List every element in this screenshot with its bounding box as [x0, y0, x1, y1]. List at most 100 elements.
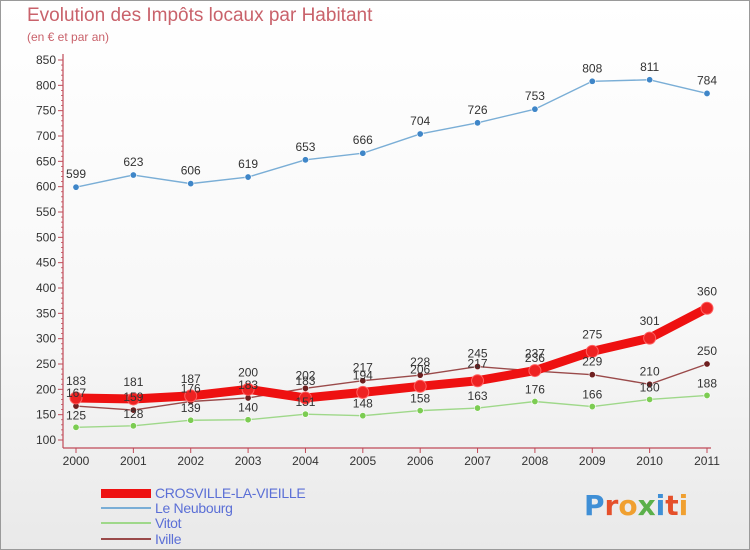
legend-label-le-neubourg: Le Neubourg [155, 500, 233, 516]
data-label-iville-2006: 228 [410, 355, 430, 369]
legend-swatch-iville [101, 538, 151, 540]
point-iville-2011 [703, 360, 711, 368]
point-iville-2001 [129, 406, 137, 414]
y-tick-label-850: 850 [36, 53, 56, 67]
point-vitot-2008 [531, 397, 539, 405]
logo-letter: t [665, 489, 679, 522]
legend-item-vitot: Vitot [101, 515, 182, 531]
data-label-le-neubourg-2011: 784 [697, 73, 717, 87]
point-vitot-2005 [359, 412, 367, 420]
x-tick-label-2000: 2000 [63, 454, 90, 468]
legend-item-le-neubourg: Le Neubourg [101, 500, 233, 516]
point-vitot-2002 [187, 416, 195, 424]
logo-letter: r [604, 489, 619, 522]
data-label-vitot-2005: 148 [353, 397, 373, 411]
x-tick-label-2005: 2005 [349, 454, 376, 468]
chart-title: Evolution des Impôts locaux par Habitant [27, 5, 373, 26]
legend-label-vitot: Vitot [155, 515, 182, 531]
data-label-le-neubourg-2009: 808 [582, 61, 602, 75]
point-crosville-la-vieille-2004 [298, 391, 312, 405]
series-markers [69, 76, 714, 431]
data-label-vitot-2000: 125 [66, 408, 86, 422]
series-lines [71, 79, 712, 429]
point-le-neubourg-2005 [359, 149, 367, 157]
series-line-iville [75, 363, 708, 411]
legend-label-iville: Iville [155, 531, 182, 547]
y-tick-label-500: 500 [36, 230, 56, 244]
data-label-vitot-2001: 128 [123, 407, 143, 421]
point-le-neubourg-2002 [187, 180, 195, 188]
data-label-iville-2002: 176 [181, 381, 201, 395]
data-label-vitot-2003: 140 [238, 401, 258, 415]
y-tick-label-250: 250 [36, 357, 56, 371]
point-iville-2010 [646, 380, 654, 388]
point-le-neubourg-2000 [72, 183, 80, 191]
x-tick-label-2011: 2011 [694, 454, 720, 468]
point-iville-2009 [588, 371, 596, 379]
point-le-neubourg-2001 [129, 171, 137, 179]
data-label-le-neubourg-2002: 606 [181, 164, 201, 178]
x-tick-label-2006: 2006 [407, 454, 434, 468]
data-label-iville-2001: 159 [123, 390, 143, 404]
y-tick-label-100: 100 [36, 433, 56, 447]
point-vitot-2007 [474, 404, 482, 412]
point-vitot-2004 [301, 410, 309, 418]
data-label-crosville-la-vieille-2006: 206 [410, 362, 430, 376]
point-crosville-la-vieille-2006 [413, 379, 427, 393]
point-vitot-2011 [703, 391, 711, 399]
data-label-crosville-la-vieille-2001: 181 [123, 375, 143, 389]
y-tick-label-200: 200 [36, 382, 56, 396]
point-crosville-la-vieille-2002 [184, 389, 198, 403]
point-vitot-2001 [129, 422, 137, 430]
logo-letter: i [655, 489, 666, 522]
data-label-le-neubourg-2008: 753 [525, 89, 545, 103]
chart-subtitle: (en € et par an) [27, 30, 110, 44]
data-label-le-neubourg-2005: 666 [353, 133, 373, 147]
data-label-crosville-la-vieille-2008: 237 [525, 347, 545, 361]
series-line-crosville-la-vieille [71, 303, 712, 404]
point-crosville-la-vieille-2008 [528, 364, 542, 378]
point-crosville-la-vieille-2009 [585, 344, 599, 358]
logo-letter: i [678, 489, 689, 522]
data-label-le-neubourg-2010: 811 [640, 60, 659, 74]
data-label-vitot-2002: 139 [181, 401, 201, 415]
data-label-vitot-2011: 188 [697, 376, 717, 390]
data-label-le-neubourg-2007: 726 [468, 103, 488, 117]
data-label-le-neubourg-2000: 599 [66, 167, 86, 181]
data-label-crosville-la-vieille-2000: 183 [66, 374, 86, 388]
x-tick-label-2001: 2001 [120, 454, 147, 468]
logo-letter: P [584, 489, 605, 522]
data-label-iville-2005: 217 [353, 361, 373, 375]
x-tick-label-2002: 2002 [177, 454, 204, 468]
data-label-vitot-2010: 180 [640, 380, 660, 394]
chart-axes: 100 150 200 250 300 350 400 450 500 550 600 650 700 7… [36, 53, 720, 468]
logo-letter: x [637, 489, 656, 522]
data-label-iville-2004: 202 [295, 368, 315, 382]
x-tick-label-2007: 2007 [464, 454, 491, 468]
x-tick-label-2009: 2009 [579, 454, 606, 468]
data-label-vitot-2007: 163 [468, 389, 488, 403]
legend-swatch-crosville [101, 488, 151, 498]
point-crosville-la-vieille-2003 [241, 382, 255, 396]
point-le-neubourg-2003 [244, 173, 252, 181]
y-tick-label-350: 350 [36, 306, 56, 320]
data-label-crosville-la-vieille-2005: 194 [353, 368, 373, 382]
logo-letter: o [618, 489, 638, 522]
point-crosville-la-vieille-2001 [126, 392, 140, 406]
data-label-iville-2007: 245 [468, 347, 488, 361]
data-label-crosville-la-vieille-2009: 275 [582, 327, 602, 341]
y-tick-label-550: 550 [36, 205, 56, 219]
point-le-neubourg-2009 [588, 77, 596, 85]
point-crosville-la-vieille-2011 [700, 301, 714, 315]
x-tick-label-2008: 2008 [522, 454, 549, 468]
point-le-neubourg-2010 [646, 76, 654, 84]
point-crosville-la-vieille-2007 [471, 374, 485, 388]
x-tick-label-2003: 2003 [235, 454, 262, 468]
y-tick-label-800: 800 [36, 78, 56, 92]
data-label-le-neubourg-2001: 623 [123, 155, 143, 169]
point-le-neubourg-2007 [474, 119, 482, 127]
point-iville-2007 [474, 363, 482, 371]
y-tick-label-700: 700 [36, 129, 56, 143]
